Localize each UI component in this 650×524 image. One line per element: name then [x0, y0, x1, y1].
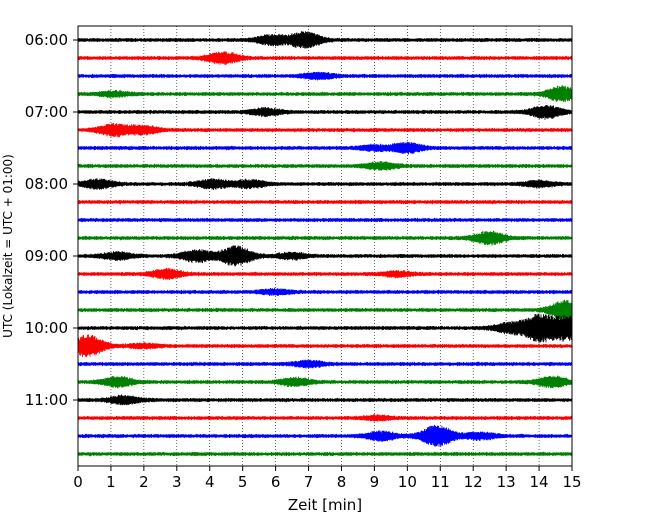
x-tick-label: 10 [398, 473, 417, 491]
trace-0745 [77, 161, 573, 171]
y-tick-label: 09:00 [25, 247, 68, 265]
y-tick-label: 06:00 [25, 31, 68, 49]
trace-1115 [77, 414, 573, 422]
trace-0615 [77, 51, 573, 65]
trace-0845 [77, 230, 573, 246]
trace-1030 [77, 359, 573, 369]
grid-layer [110, 26, 540, 466]
y-axis-label: UTC (Lokalzeit = UTC + 01:00) [1, 154, 15, 338]
trace-1130 [77, 424, 573, 447]
trace-layer [77, 31, 573, 457]
y-tick-label: 11:00 [25, 391, 68, 409]
trace-0800 [77, 178, 573, 190]
trace-0700 [77, 105, 573, 120]
trace-0900 [77, 245, 573, 267]
x-tick-label: 15 [562, 473, 581, 491]
x-tick-layer: 0 1 2 3 4 5 6 7 8 9 10 11 12 13 14 15 [73, 466, 582, 491]
x-tick-label: 8 [337, 473, 347, 491]
trace-0715 [77, 123, 573, 138]
y-tick-label: 07:00 [25, 103, 68, 121]
y-tick-layer: 06:00 07:00 08:00 09:00 10:00 11:00 [25, 31, 78, 409]
x-tick-label: 2 [139, 473, 149, 491]
x-tick-label: 7 [304, 473, 314, 491]
x-tick-label: 12 [464, 473, 483, 491]
x-tick-label: 4 [205, 473, 215, 491]
trace-0945 [77, 299, 573, 320]
x-axis-label: Zeit [min] [288, 496, 362, 514]
x-tick-label: 9 [370, 473, 380, 491]
y-tick-label: 10:00 [25, 319, 68, 337]
x-tick-label: 3 [172, 473, 182, 491]
x-tick-label: 13 [497, 473, 516, 491]
x-tick-label: 5 [238, 473, 248, 491]
trace-0930 [77, 287, 573, 296]
y-tick-label: 08:00 [25, 175, 68, 193]
trace-0730 [77, 141, 573, 155]
x-tick-label: 14 [530, 473, 549, 491]
x-tick-label: 1 [106, 473, 116, 491]
trace-0630 [77, 71, 573, 81]
trace-1045 [77, 375, 573, 389]
trace-0915 [77, 267, 573, 280]
plot-frame [77, 25, 573, 467]
trace-1015 [77, 334, 573, 358]
x-tick-label: 6 [271, 473, 281, 491]
trace-0600 [77, 31, 573, 49]
trace-1000 [77, 313, 573, 344]
trace-0645 [77, 85, 573, 103]
trace-1100 [77, 394, 573, 406]
x-tick-label: 11 [431, 473, 450, 491]
trace-0815 [77, 199, 573, 205]
trace-1145 [77, 451, 573, 457]
x-tick-label: 0 [73, 473, 83, 491]
trace-0830 [77, 217, 573, 223]
